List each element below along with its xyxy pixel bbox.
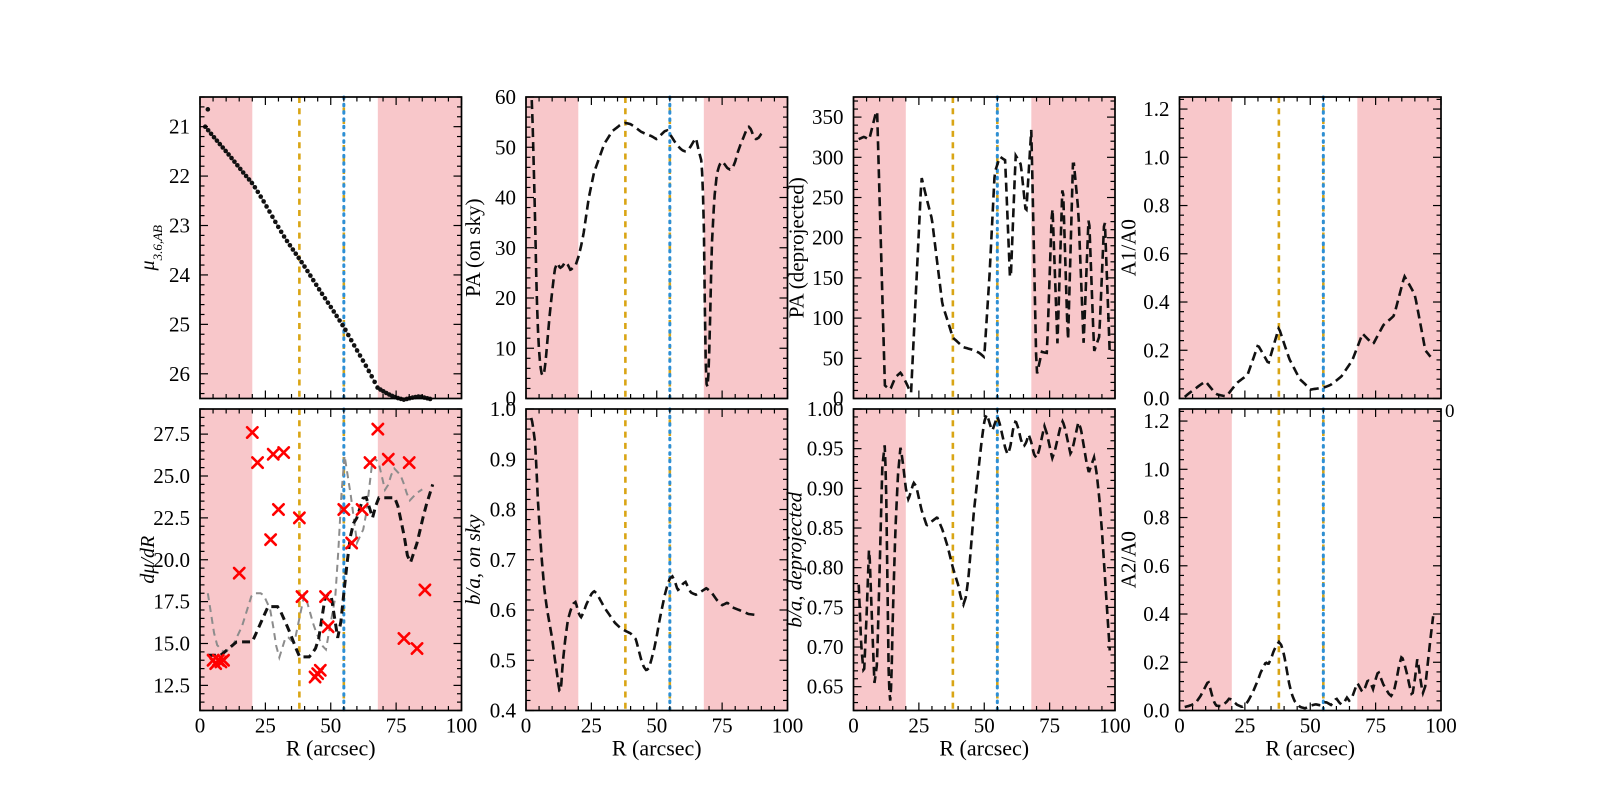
svg-text:PA (on sky): PA (on sky)	[461, 199, 485, 297]
svg-text:100: 100	[1425, 714, 1457, 738]
svg-text:0.2: 0.2	[1143, 338, 1169, 362]
svg-text:A2/A0: A2/A0	[1117, 531, 1141, 588]
svg-text:0.4: 0.4	[1143, 602, 1170, 626]
svg-text:0.8: 0.8	[1143, 194, 1169, 218]
svg-text:100: 100	[446, 714, 478, 738]
svg-text:25: 25	[908, 714, 929, 738]
svg-text:1.2: 1.2	[1143, 409, 1169, 433]
svg-text:100: 100	[812, 306, 844, 330]
svg-text:25: 25	[581, 714, 602, 738]
svg-text:0.6: 0.6	[490, 598, 516, 622]
svg-text:25: 25	[1234, 714, 1255, 738]
svg-text:15.0: 15.0	[153, 632, 190, 656]
svg-text:0: 0	[848, 714, 859, 738]
svg-text:1.2: 1.2	[1143, 97, 1169, 121]
svg-text:75: 75	[712, 714, 733, 738]
svg-text:12.5: 12.5	[153, 673, 190, 697]
svg-text:1.00: 1.00	[807, 397, 844, 421]
svg-text:0.85: 0.85	[807, 516, 844, 540]
svg-text:50: 50	[495, 135, 516, 159]
svg-text:75: 75	[386, 714, 407, 738]
svg-text:75: 75	[1365, 714, 1386, 738]
svg-text:150: 150	[812, 266, 844, 290]
svg-text:20: 20	[495, 286, 516, 310]
svg-text:50: 50	[974, 714, 995, 738]
svg-text:27.5: 27.5	[153, 422, 190, 446]
svg-text:0.8: 0.8	[1143, 506, 1169, 530]
svg-text:17.5: 17.5	[153, 590, 190, 614]
svg-text:21: 21	[169, 115, 190, 139]
svg-text:0: 0	[1445, 401, 1455, 422]
svg-text:0.0: 0.0	[1143, 387, 1169, 411]
svg-text:50: 50	[646, 714, 667, 738]
svg-text:dμ/dR: dμ/dR	[137, 536, 159, 584]
svg-text:10: 10	[495, 336, 516, 360]
svg-text:0.6: 0.6	[1143, 554, 1169, 578]
svg-text:1.0: 1.0	[1143, 145, 1169, 169]
svg-text:1.0: 1.0	[1143, 457, 1169, 481]
svg-text:30: 30	[495, 236, 516, 260]
svg-text:b/a, deprojected: b/a, deprojected	[783, 491, 807, 627]
svg-text:25.0: 25.0	[153, 464, 190, 488]
svg-text:250: 250	[812, 186, 844, 210]
svg-text:24: 24	[169, 263, 191, 287]
svg-text:0: 0	[1174, 714, 1185, 738]
svg-text:0.4: 0.4	[490, 699, 517, 723]
svg-text:22: 22	[169, 164, 190, 188]
svg-text:300: 300	[812, 145, 844, 169]
svg-text:PA (deprojected): PA (deprojected)	[785, 177, 809, 318]
svg-text:b/a, on sky: b/a, on sky	[461, 514, 485, 605]
svg-text:0.80: 0.80	[807, 556, 844, 580]
svg-text:25: 25	[255, 714, 276, 738]
svg-text:75: 75	[1039, 714, 1060, 738]
svg-text:0: 0	[195, 714, 206, 738]
svg-text:50: 50	[823, 346, 844, 370]
svg-text:26: 26	[169, 362, 190, 386]
svg-text:R (arcsec): R (arcsec)	[286, 736, 376, 761]
svg-text:0.8: 0.8	[490, 498, 516, 522]
svg-text:100: 100	[1099, 714, 1131, 738]
svg-text:0.4: 0.4	[1143, 290, 1170, 314]
svg-text:0.65: 0.65	[807, 675, 844, 699]
svg-text:23: 23	[169, 214, 190, 238]
svg-text:0.75: 0.75	[807, 595, 844, 619]
svg-text:0: 0	[521, 714, 532, 738]
svg-text:100: 100	[772, 714, 804, 738]
svg-text:0.6: 0.6	[1143, 242, 1169, 266]
svg-text:25: 25	[169, 312, 190, 336]
svg-text:0.5: 0.5	[490, 648, 516, 672]
svg-text:A1/A0: A1/A0	[1117, 219, 1141, 276]
svg-text:22.5: 22.5	[153, 506, 190, 530]
svg-text:0.2: 0.2	[1143, 650, 1169, 674]
svg-text:200: 200	[812, 226, 844, 250]
svg-text:R (arcsec): R (arcsec)	[612, 736, 702, 761]
svg-text:R (arcsec): R (arcsec)	[939, 736, 1029, 761]
svg-text:0.70: 0.70	[807, 635, 844, 659]
svg-text:50: 50	[320, 714, 341, 738]
svg-text:0.7: 0.7	[490, 548, 516, 572]
svg-text:350: 350	[812, 105, 844, 129]
svg-text:40: 40	[495, 186, 516, 210]
svg-text:0.9: 0.9	[490, 447, 516, 471]
svg-text:0.0: 0.0	[1143, 699, 1169, 723]
svg-text:60: 60	[495, 85, 516, 109]
svg-text:50: 50	[1300, 714, 1321, 738]
svg-text:R (arcsec): R (arcsec)	[1265, 736, 1355, 761]
svg-text:0.95: 0.95	[807, 437, 844, 461]
svg-text:0.90: 0.90	[807, 476, 844, 500]
svg-text:1.0: 1.0	[490, 397, 516, 421]
